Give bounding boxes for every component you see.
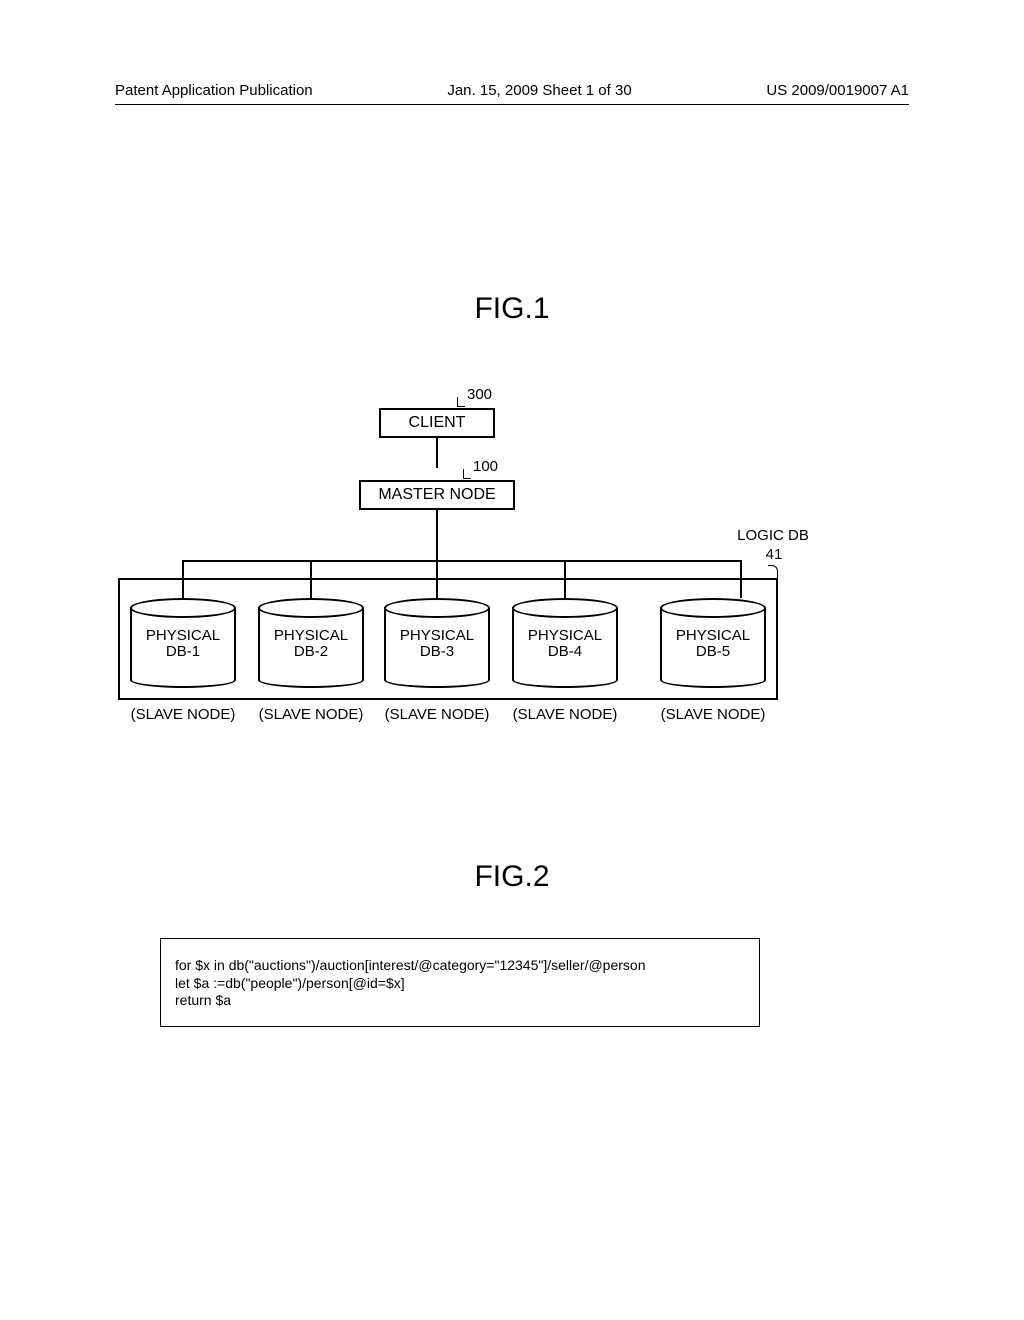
master-ref: 100 — [473, 458, 498, 475]
slave-label-2: (SLAVE NODE) — [241, 706, 381, 723]
header-right: US 2009/0019007 A1 — [766, 82, 909, 99]
slave-label-5: (SLAVE NODE) — [643, 706, 783, 723]
db-top — [130, 598, 236, 618]
fig2-title: FIG.2 — [0, 860, 1024, 894]
db-label-line1: PHYSICAL — [146, 628, 220, 645]
client-box: CLIENT — [379, 408, 495, 438]
page-header: Patent Application Publication Jan. 15, … — [0, 82, 1024, 99]
db-label-line1: PHYSICAL — [528, 628, 602, 645]
db-bottom — [130, 672, 236, 688]
logic-db-label: LOGIC DB — [728, 527, 818, 544]
db-body: PHYSICAL DB-3 — [384, 608, 490, 680]
header-rule — [115, 104, 909, 105]
bus-line — [182, 560, 742, 562]
db-top — [384, 598, 490, 618]
physical-db-2: PHYSICAL DB-2 — [258, 598, 364, 688]
db-label-line2: DB-3 — [420, 644, 454, 661]
db-bottom — [512, 672, 618, 688]
db-bottom — [384, 672, 490, 688]
header-left: Patent Application Publication — [115, 82, 313, 99]
slave-label-3: (SLAVE NODE) — [367, 706, 507, 723]
db-body: PHYSICAL DB-5 — [660, 608, 766, 680]
master-ref-tick — [463, 469, 471, 479]
db-label-line2: DB-1 — [166, 644, 200, 661]
db-label-line1: PHYSICAL — [274, 628, 348, 645]
fig1-title: FIG.1 — [0, 292, 1024, 326]
db-bottom — [660, 672, 766, 688]
db-body: PHYSICAL DB-4 — [512, 608, 618, 680]
line-master-bus — [436, 510, 438, 560]
db-label-line1: PHYSICAL — [676, 628, 750, 645]
db-label-line2: DB-5 — [696, 644, 730, 661]
db-label-line2: DB-4 — [548, 644, 582, 661]
logic-db-ref: 41 — [754, 546, 794, 563]
db-top — [258, 598, 364, 618]
db-body: PHYSICAL DB-2 — [258, 608, 364, 680]
slave-label-1: (SLAVE NODE) — [113, 706, 253, 723]
header-center: Jan. 15, 2009 Sheet 1 of 30 — [447, 82, 631, 99]
db-label-line2: DB-2 — [294, 644, 328, 661]
db-label-line1: PHYSICAL — [400, 628, 474, 645]
master-box: MASTER NODE — [359, 480, 515, 510]
logic-db-tick — [768, 565, 778, 579]
line-client-master — [436, 438, 438, 468]
physical-db-5: PHYSICAL DB-5 — [660, 598, 766, 688]
db-bottom — [258, 672, 364, 688]
db-top — [660, 598, 766, 618]
physical-db-1: PHYSICAL DB-1 — [130, 598, 236, 688]
slave-label-4: (SLAVE NODE) — [495, 706, 635, 723]
fig2-code-box: for $x in db("auctions")/auction[interes… — [160, 938, 760, 1027]
client-ref-tick — [457, 397, 465, 407]
db-top — [512, 598, 618, 618]
db-body: PHYSICAL DB-1 — [130, 608, 236, 680]
client-ref: 300 — [467, 386, 492, 403]
physical-db-3: PHYSICAL DB-3 — [384, 598, 490, 688]
physical-db-4: PHYSICAL DB-4 — [512, 598, 618, 688]
